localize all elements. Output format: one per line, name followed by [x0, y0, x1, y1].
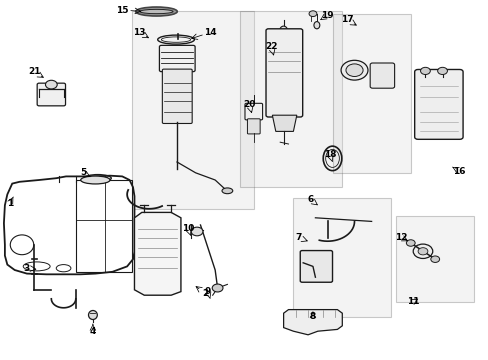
Ellipse shape: [81, 176, 110, 184]
FancyBboxPatch shape: [369, 63, 394, 88]
Text: 4: 4: [89, 327, 96, 336]
Text: 14: 14: [203, 28, 216, 37]
Text: 6: 6: [307, 195, 313, 204]
Ellipse shape: [136, 7, 177, 16]
Text: 8: 8: [309, 312, 315, 321]
Polygon shape: [272, 115, 296, 131]
Text: 12: 12: [394, 233, 407, 242]
Circle shape: [412, 244, 432, 258]
Circle shape: [45, 80, 57, 89]
FancyBboxPatch shape: [414, 69, 462, 139]
FancyBboxPatch shape: [162, 69, 192, 123]
Text: 10: 10: [182, 224, 194, 233]
Polygon shape: [283, 310, 342, 335]
Ellipse shape: [222, 188, 232, 194]
Circle shape: [308, 11, 316, 17]
Ellipse shape: [340, 60, 367, 80]
Text: 19: 19: [321, 10, 333, 19]
Circle shape: [191, 227, 203, 236]
Text: 5: 5: [80, 168, 86, 177]
Ellipse shape: [88, 310, 97, 320]
Circle shape: [417, 248, 427, 255]
Text: 22: 22: [264, 42, 277, 51]
Circle shape: [437, 67, 447, 75]
Text: 1: 1: [7, 199, 13, 208]
Text: 15: 15: [116, 5, 128, 14]
Ellipse shape: [140, 9, 173, 14]
Circle shape: [420, 67, 429, 75]
Text: 21: 21: [28, 68, 41, 77]
Ellipse shape: [279, 26, 287, 35]
Bar: [395, 216, 473, 302]
Polygon shape: [134, 212, 181, 295]
FancyBboxPatch shape: [247, 119, 260, 134]
Text: 17: 17: [340, 15, 353, 24]
Circle shape: [212, 284, 223, 292]
Text: 16: 16: [452, 166, 465, 175]
Bar: [132, 11, 254, 209]
Circle shape: [430, 256, 439, 262]
Bar: [239, 11, 342, 187]
Text: 13: 13: [133, 28, 145, 37]
FancyBboxPatch shape: [300, 251, 332, 282]
Circle shape: [406, 240, 414, 246]
Text: 3: 3: [24, 264, 30, 273]
FancyBboxPatch shape: [37, 83, 65, 106]
Polygon shape: [4, 176, 134, 274]
FancyBboxPatch shape: [159, 45, 195, 72]
Ellipse shape: [313, 22, 319, 29]
Text: 2: 2: [202, 289, 208, 298]
Text: 7: 7: [294, 233, 301, 242]
Text: 9: 9: [204, 287, 211, 296]
Bar: [76, 180, 132, 272]
FancyBboxPatch shape: [265, 29, 302, 117]
Bar: [293, 198, 390, 317]
Text: 20: 20: [243, 100, 255, 109]
Bar: [332, 14, 410, 173]
Text: 11: 11: [406, 297, 419, 306]
Ellipse shape: [345, 64, 362, 77]
Text: 18: 18: [323, 150, 336, 159]
FancyBboxPatch shape: [244, 103, 262, 120]
